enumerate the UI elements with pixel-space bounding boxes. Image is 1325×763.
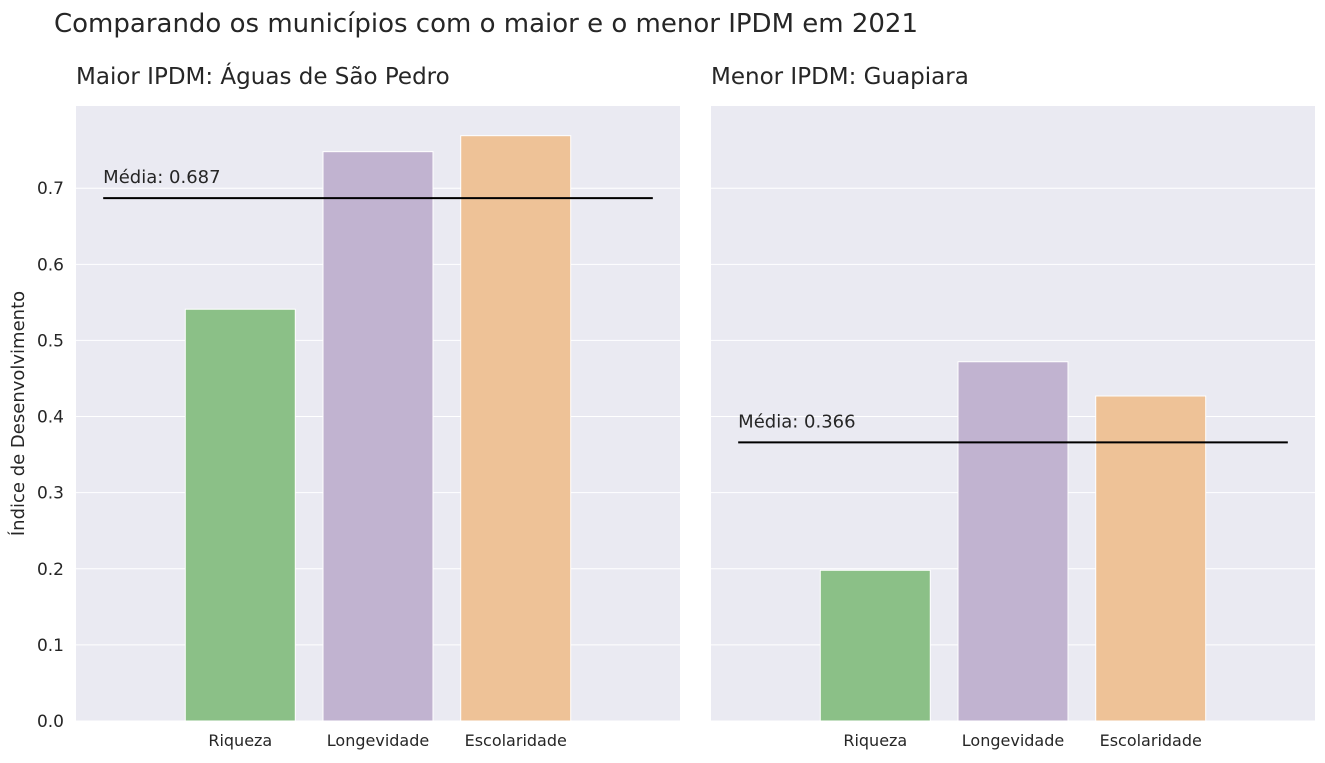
y-tick-label: 0.0 xyxy=(37,712,64,732)
y-tick-label: 0.2 xyxy=(37,560,64,580)
x-tick-label: Riqueza xyxy=(208,731,272,750)
bar-escolaridade xyxy=(460,135,572,722)
y-tick-label: 0.5 xyxy=(37,331,64,351)
y-axis-label: Índice de Desenvolvimento xyxy=(7,291,29,536)
x-tick-label: Escolaridade xyxy=(1100,731,1202,750)
y-tick-label: 0.3 xyxy=(37,484,64,504)
chart-panel-2: Riqueza Longevidade Escolaridade Média: 0.3… xyxy=(711,64,1315,750)
bar-riqueza xyxy=(819,569,931,722)
y-tick-label: 0.6 xyxy=(37,255,64,275)
bar-riqueza xyxy=(184,308,296,722)
x-tick-label: Escolaridade xyxy=(465,731,567,750)
mean-label: Média: 0.366 xyxy=(738,411,855,432)
bar-longevidade xyxy=(322,151,434,722)
figure-title: Comparando os municípios com o maior e o… xyxy=(54,9,918,39)
panel-title: Maior IPDM: Águas de São Pedro xyxy=(76,62,450,90)
panel-title: Menor IPDM: Guapiara xyxy=(711,64,969,90)
x-tick-label: Longevidade xyxy=(962,731,1064,750)
x-tick-label: Longevidade xyxy=(327,731,429,750)
y-tick-label: 0.1 xyxy=(37,636,64,656)
y-tick-label: 0.7 xyxy=(37,179,64,199)
chart-panel-1: 0.0 0.1 0.2 0.3 0.4 0.5 0.6 0.7 Riqueza Longevida… xyxy=(7,62,680,750)
y-tick-label: 0.4 xyxy=(37,408,64,428)
bar-longevidade xyxy=(957,361,1069,722)
x-tick-label: Riqueza xyxy=(843,731,907,750)
bar-escolaridade xyxy=(1095,395,1207,722)
mean-label: Média: 0.687 xyxy=(103,167,220,188)
